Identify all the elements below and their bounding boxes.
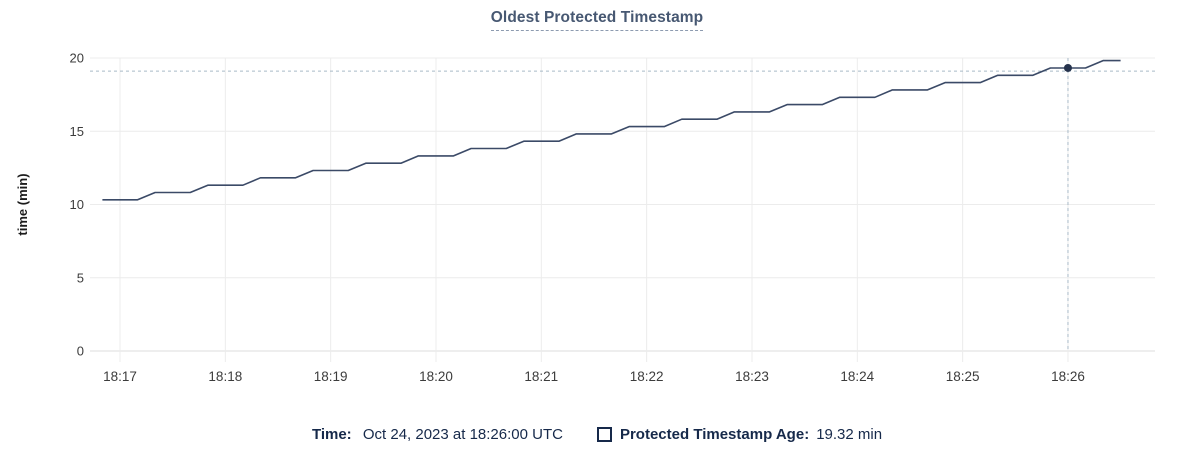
legend-series-protected-timestamp-age[interactable]: Protected Timestamp Age: 19.32 min (596, 426, 883, 443)
x-tick-label: 18:17 (103, 369, 137, 384)
legend-time-label: Time: (311, 426, 352, 443)
x-tick-label: 18:19 (314, 369, 348, 384)
x-tick-label: 18:18 (208, 369, 242, 384)
x-tick-label: 18:24 (840, 369, 874, 384)
legend-series-value: 19.32 min (816, 426, 883, 443)
y-axis-title: time (min) (15, 173, 30, 235)
x-tick-label: 18:21 (524, 369, 558, 384)
legend-time: Time: Oct 24, 2023 at 18:26:00 UTC (312, 426, 563, 443)
y-tick-label: 15 (70, 124, 84, 139)
y-tick-label: 10 (70, 197, 84, 212)
chart-title-row: Oldest Protected Timestamp (0, 9, 1194, 31)
x-tick-label: 18:26 (1051, 369, 1085, 384)
x-tick-label: 18:20 (419, 369, 453, 384)
chart-title[interactable]: Oldest Protected Timestamp (490, 9, 704, 31)
chart-legend: Time: Oct 24, 2023 at 18:26:00 UTC Prote… (0, 426, 1194, 443)
y-tick-label: 5 (77, 270, 84, 285)
y-tick-label: 20 (70, 51, 84, 66)
hover-point (1063, 63, 1072, 72)
legend-series-label: Protected Timestamp Age: (619, 426, 810, 443)
y-tick-label: 0 (77, 344, 84, 359)
series-checkbox-swatch[interactable] (596, 427, 612, 442)
legend-time-value: Oct 24, 2023 at 18:26:00 UTC (362, 426, 563, 443)
x-tick-label: 18:23 (735, 369, 769, 384)
series-line-protected-timestamp-age (102, 59, 1121, 201)
x-tick-label: 18:25 (946, 369, 980, 384)
x-tick-label: 18:22 (630, 369, 664, 384)
